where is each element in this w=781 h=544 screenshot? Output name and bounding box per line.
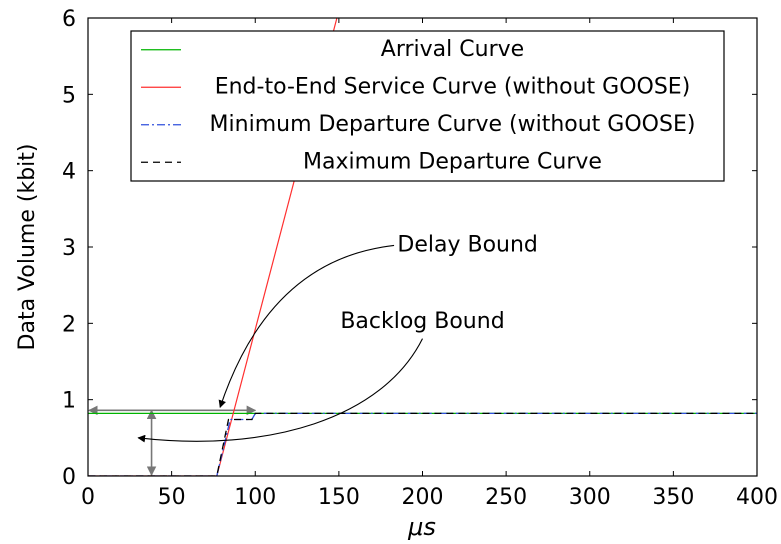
legend-label: Maximum Departure Curve: [303, 149, 602, 174]
y-tick-label: 4: [62, 160, 76, 185]
y-axis-label: Data Volume (kbit): [15, 144, 40, 351]
bound-markers: [88, 405, 257, 476]
y-tick-label: 1: [62, 389, 76, 414]
annotation-label: Delay Bound: [397, 232, 537, 257]
y-tick-label: 0: [62, 465, 76, 490]
y-tick-label: 6: [62, 7, 76, 32]
legend-box: [130, 30, 725, 182]
x-tick-label: 200: [402, 485, 444, 510]
annotation-arrow: [218, 244, 395, 409]
x-tick-label: 50: [158, 485, 186, 510]
y-tick-label: 2: [62, 312, 76, 337]
x-tick-label: 400: [736, 485, 778, 510]
x-tick-label: 300: [569, 485, 611, 510]
x-tick-label: 100: [234, 485, 276, 510]
y-tick-label: 5: [62, 83, 76, 108]
x-axis-label: μs: [407, 513, 436, 541]
axis-ticks: 0 50 100 150 200 250 300 350 400 0 1 2 3 4 5 6: [62, 7, 778, 510]
legend-label: End-to-End Service Curve (without GOOSE): [215, 74, 691, 99]
series-line-4: [88, 412, 757, 476]
legend-label: Minimum Departure Curve (without GOOSE): [210, 112, 696, 137]
annotation-label: Backlog Bound: [340, 309, 504, 334]
x-tick-label: 250: [485, 485, 527, 510]
legend-label: Arrival Curve: [381, 37, 524, 62]
series-line-3: [88, 412, 757, 476]
legend: Arrival Curve End-to-End Service Curve (w…: [130, 30, 725, 182]
plot-area-frame: [87, 17, 758, 477]
annotations: Delay Bound Backlog Bound: [137, 232, 538, 443]
x-tick-label: 150: [318, 485, 360, 510]
x-tick-label: 0: [81, 485, 95, 510]
annotation-arrow: [137, 338, 423, 443]
x-tick-label: 350: [652, 485, 694, 510]
y-tick-label: 3: [62, 236, 76, 261]
